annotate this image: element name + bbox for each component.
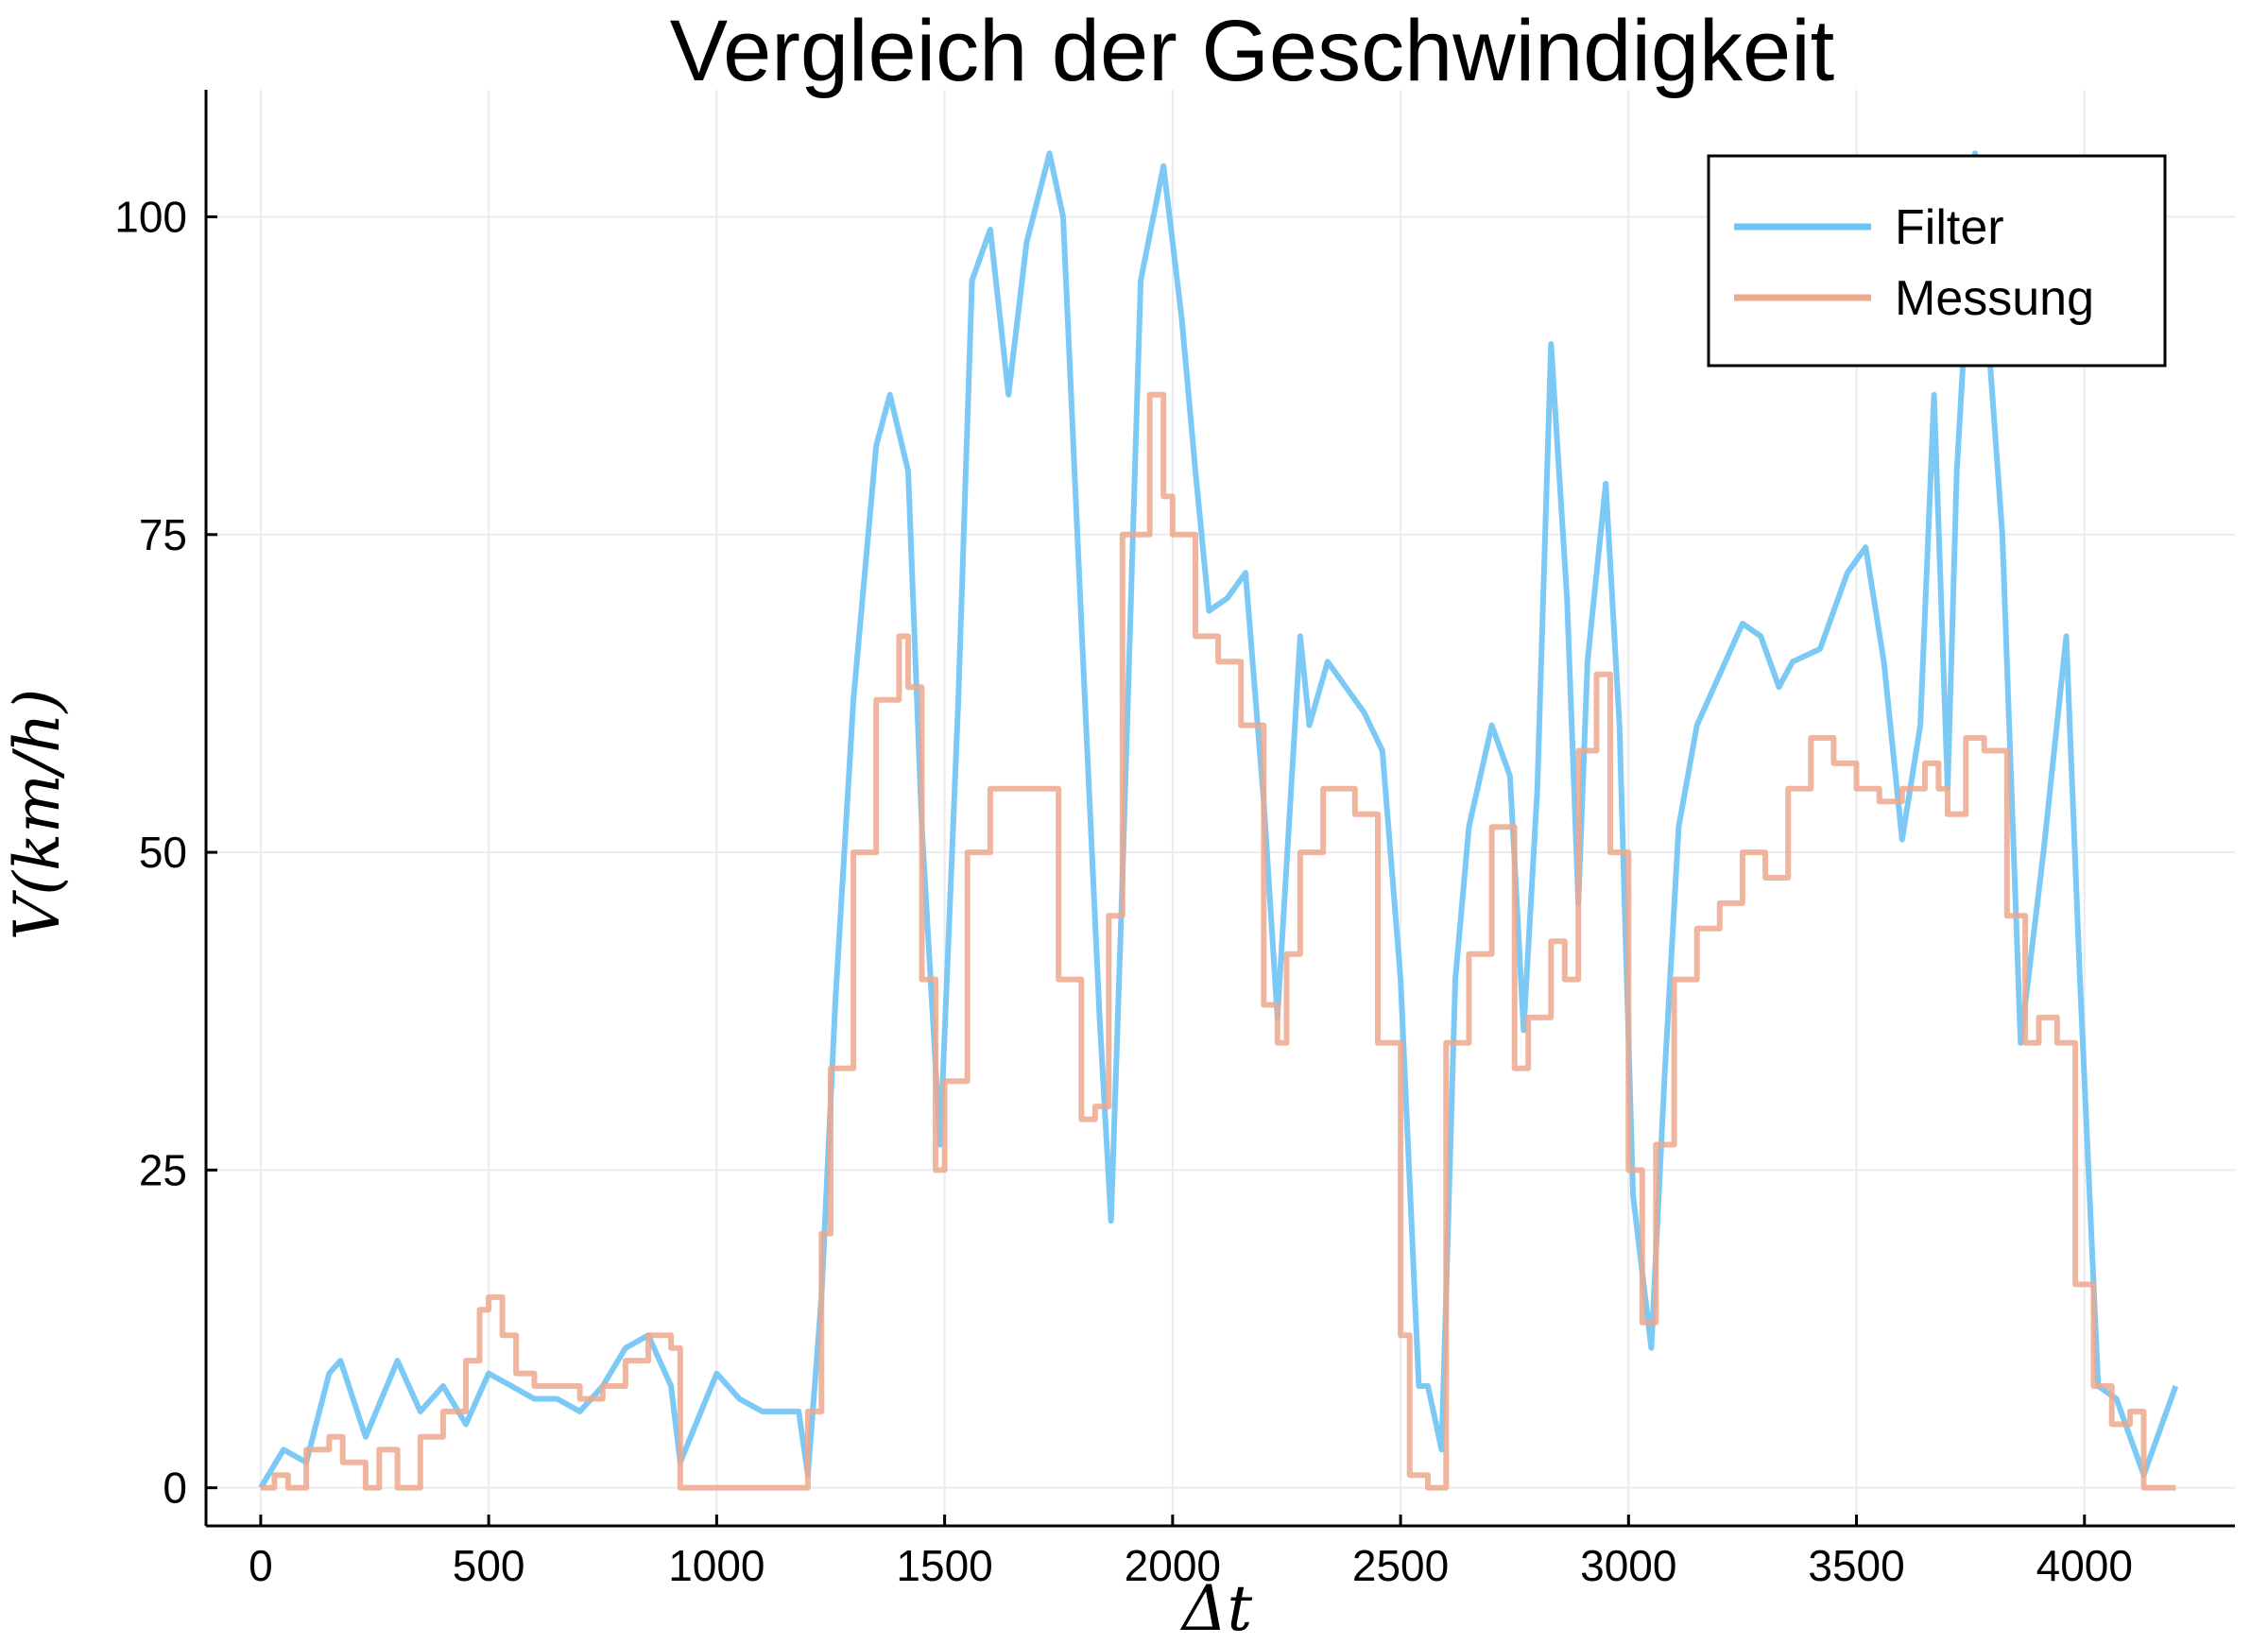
x-tick-label: 2500: [1352, 1541, 1449, 1590]
x-tick-label: 1000: [668, 1541, 765, 1590]
x-tick-label: 0: [249, 1541, 273, 1590]
y-tick-label: 0: [163, 1464, 187, 1513]
chart-title: Vergleich der Geschwindigkeit: [670, 3, 1834, 99]
y-tick-label: 75: [139, 510, 187, 559]
x-tick-label: 2000: [1125, 1541, 1221, 1590]
plot-series: [258, 150, 2179, 1491]
axes: [204, 90, 2235, 1528]
x-tick-label: 4000: [2036, 1541, 2133, 1590]
x-axis-label: Δt: [1179, 1572, 1253, 1644]
x-tick-label: 1500: [896, 1541, 992, 1590]
x-tick-label: 3500: [1808, 1541, 1904, 1590]
legend: Filter Messung: [1707, 154, 2167, 368]
y-tick-label: 50: [139, 828, 187, 877]
y-tick-label: 100: [114, 193, 187, 242]
series-line-messung: [260, 391, 2176, 1491]
tick-labels: 0 500 1000 1500 2000 2500 3000 3500 4000 0 25 50 75 1…: [114, 193, 2133, 1590]
legend-label-messung: Messung: [1895, 271, 2094, 326]
y-axis-label: V(km/h): [1, 689, 74, 940]
legend-label-filter: Filter: [1895, 200, 2004, 255]
x-tick-label: 3000: [1580, 1541, 1676, 1590]
y-tick-label: 25: [139, 1145, 187, 1194]
series-line-filter: [258, 150, 2179, 1490]
legend-box: [1707, 154, 2167, 368]
x-tick-label: 500: [453, 1541, 525, 1590]
